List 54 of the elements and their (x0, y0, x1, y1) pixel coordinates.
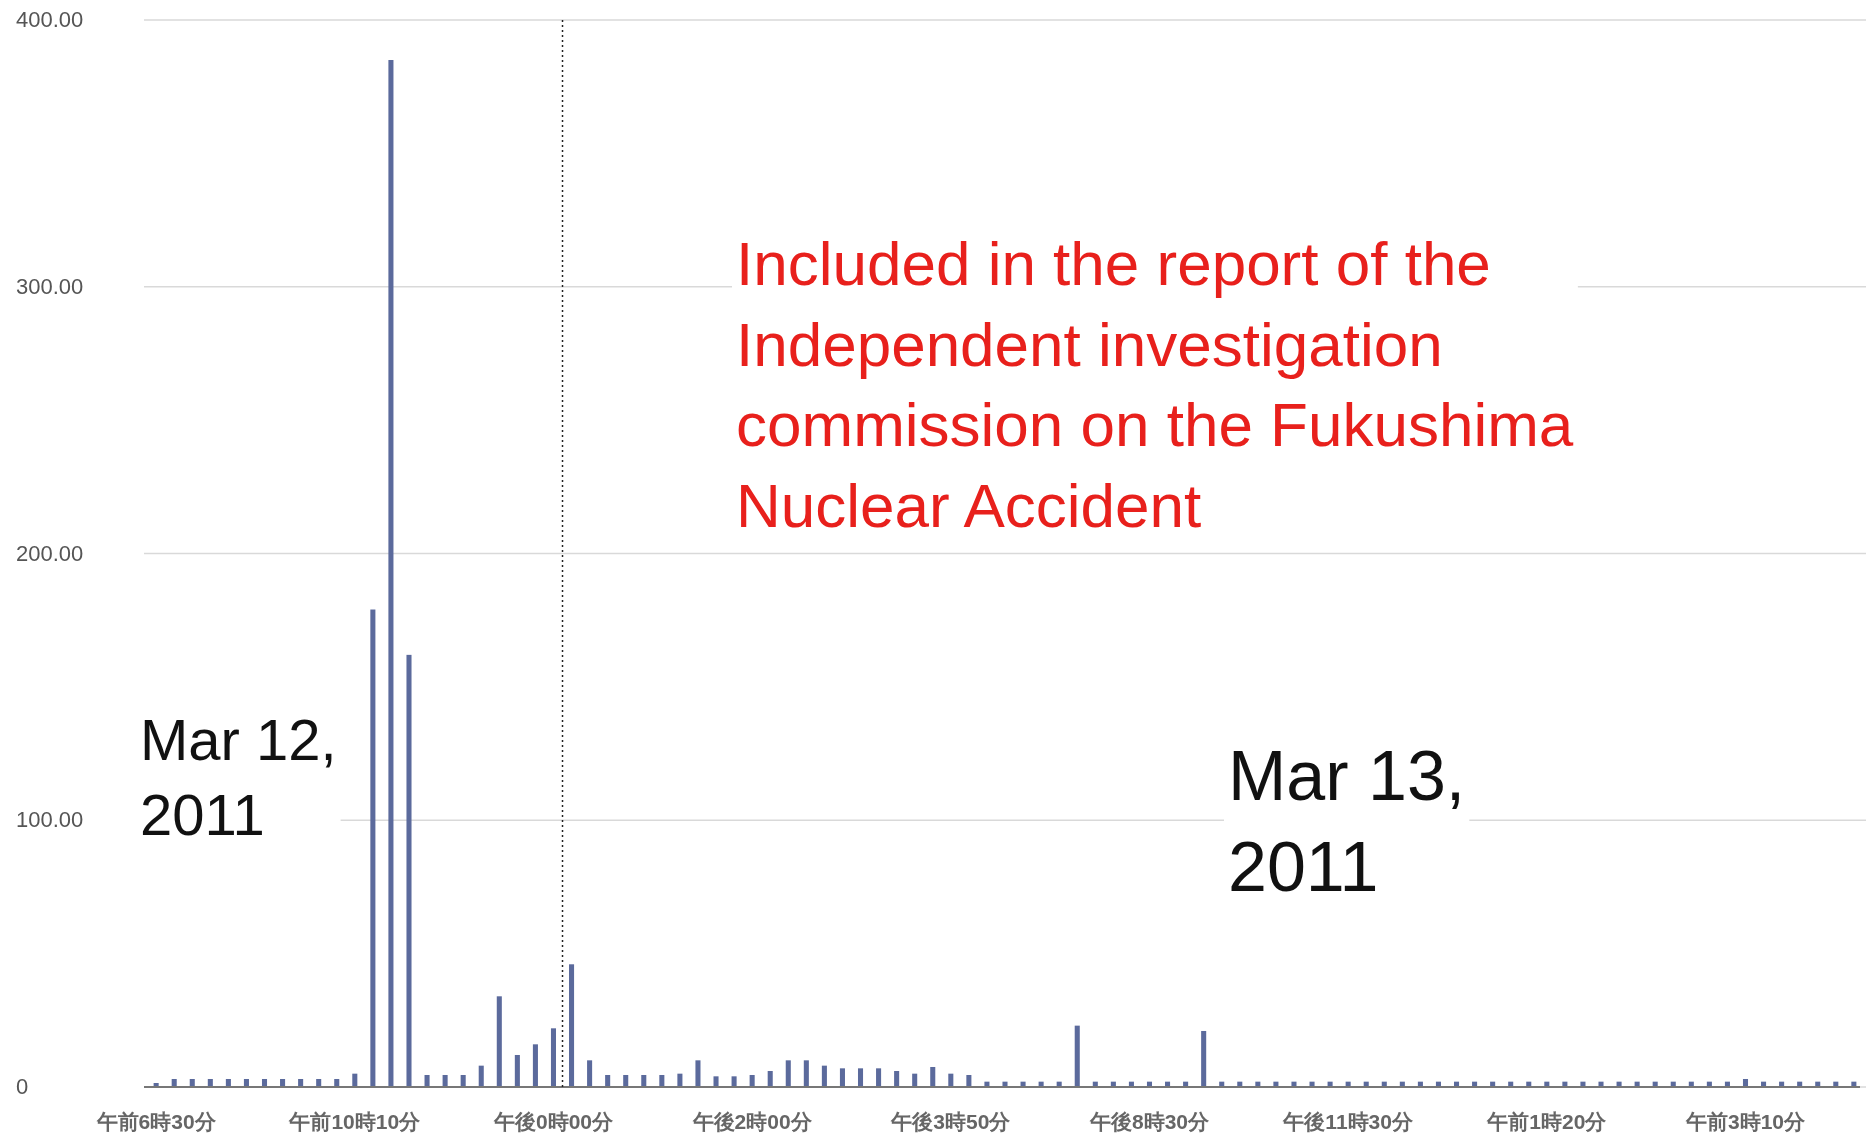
bar (442, 1075, 448, 1087)
bar (550, 1028, 557, 1087)
bar (876, 1068, 882, 1087)
bar (749, 1075, 755, 1087)
bar (948, 1073, 954, 1087)
bar (677, 1073, 683, 1087)
bar (1201, 1030, 1207, 1087)
bar (821, 1065, 827, 1087)
x-tick-label: 午後11時30分 (1282, 1110, 1414, 1133)
bar (587, 1060, 593, 1087)
bar (1074, 1025, 1080, 1087)
bar (966, 1075, 972, 1087)
bar (894, 1070, 900, 1087)
bar (623, 1075, 629, 1087)
y-tick-label: 200.00 (16, 540, 84, 566)
bar (406, 654, 412, 1087)
y-tick-label: 400.00 (16, 7, 84, 32)
bar (496, 996, 502, 1087)
annotation: Mar 12, 2011 (140, 707, 337, 848)
bar (731, 1076, 737, 1087)
bar (767, 1070, 773, 1087)
bar (514, 1054, 520, 1087)
x-tick-label: 午前10時10分 (288, 1110, 422, 1133)
bar (912, 1073, 918, 1087)
x-tick-label: 午前1時20分 (1486, 1110, 1608, 1133)
bar (370, 609, 376, 1087)
bar (641, 1075, 647, 1087)
bar (424, 1075, 430, 1087)
bar (659, 1075, 665, 1087)
bar (388, 60, 394, 1087)
bar (839, 1068, 845, 1087)
bar (803, 1060, 809, 1087)
x-tick-label: 午前3時10分 (1684, 1110, 1807, 1133)
bar (532, 1044, 538, 1087)
x-tick-label: 午前6時30分 (95, 1110, 217, 1133)
bar (695, 1060, 701, 1087)
bar (478, 1065, 484, 1087)
bar (605, 1075, 611, 1087)
bar (569, 964, 575, 1087)
bar (352, 1073, 358, 1087)
bar (930, 1066, 936, 1087)
bar (785, 1060, 791, 1087)
annotation: Mar 13, 2011 (1228, 737, 1466, 906)
x-tick-label: 午後3時50分 (890, 1110, 1012, 1133)
y-tick-label: 300.00 (16, 273, 84, 299)
x-tick-label: 午後8時30分 (1088, 1110, 1210, 1133)
bar (713, 1076, 719, 1087)
x-tick-label: 午後0時00分 (492, 1110, 614, 1133)
y-tick-label: 100.00 (16, 807, 84, 833)
x-tick-label: 午後2時00分 (691, 1110, 813, 1133)
bar (460, 1075, 466, 1087)
annotation: Included in the report of the Independent investigation commission on the Fukushima Nuclear Accident (736, 229, 1574, 540)
y-tick-label: 0 (16, 1074, 29, 1099)
bar (857, 1068, 864, 1087)
